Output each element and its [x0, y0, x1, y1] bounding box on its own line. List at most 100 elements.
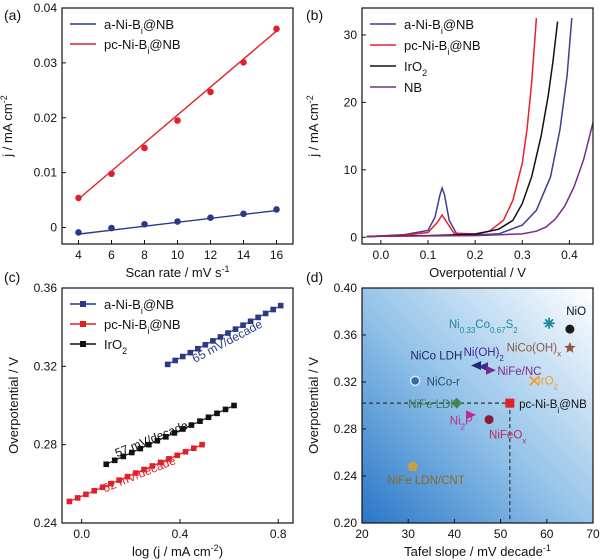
- point-label: Ni(OH)2: [464, 347, 505, 363]
- data-point: [466, 410, 477, 420]
- text-part: IrO: [404, 59, 422, 74]
- plot-frame: [61, 287, 294, 524]
- text-part: 2: [499, 354, 504, 363]
- text-part: Scan rate / mV s: [125, 265, 222, 280]
- data-point: [146, 441, 152, 448]
- text-part: pc-Ni-B: [519, 399, 558, 411]
- panel-c: (c) 0.0 0.4 0.8 0.24 0.28 0.32 0.36 log (j / mA …: [4, 269, 294, 559]
- data-point: [137, 445, 144, 452]
- legend-entry: pc-Ni-Bi@NB: [104, 37, 181, 56]
- text-part: j / mA cm: [306, 103, 321, 157]
- series-line: [366, 122, 593, 238]
- text-part: Co: [475, 319, 490, 331]
- x-tick-label: 50: [494, 527, 508, 541]
- data-point: [543, 317, 555, 329]
- text-part: IrO: [538, 375, 554, 387]
- data-point: [214, 410, 220, 417]
- data-point: [564, 341, 576, 353]
- panel-label: (a): [4, 7, 21, 23]
- text-part: @NB: [143, 17, 174, 32]
- x-tick-label: 12: [204, 248, 218, 262]
- data-point: [190, 445, 197, 452]
- data-point: [240, 322, 246, 329]
- data-point: [247, 318, 254, 325]
- text-part: 0.67: [490, 325, 506, 334]
- plot-frame: [361, 7, 594, 245]
- x-axis-label: Tafel slope / mV decade-1: [404, 543, 551, 559]
- plot-area: [75, 25, 280, 236]
- data-point: [273, 206, 280, 213]
- x-tick-label: 0.4: [561, 248, 578, 262]
- data-point: [180, 426, 186, 432]
- text-part: i: [147, 46, 149, 56]
- text-part: i: [441, 26, 443, 36]
- x-tick-label: 40: [448, 527, 462, 541]
- plot-frame: [61, 7, 294, 245]
- data-point: [141, 466, 147, 473]
- legend-entry: IrO2: [104, 337, 127, 356]
- legend-entry: a-Ni-Bi@NB: [104, 297, 174, 316]
- legend-marker: [80, 341, 86, 347]
- data-point: [270, 306, 276, 313]
- panel-label: (d): [306, 269, 323, 285]
- data-point: [217, 334, 224, 340]
- data-point: [240, 210, 247, 218]
- y-tick-label: 0.40: [334, 281, 358, 295]
- text-part: -2: [305, 95, 315, 103]
- data-point: [149, 463, 156, 469]
- text-part: @NB: [149, 317, 180, 332]
- data-point: [154, 437, 161, 444]
- x-tick-label: 70: [586, 527, 600, 541]
- data-point: [132, 470, 139, 476]
- data-point: [91, 488, 98, 494]
- text-part: i: [557, 405, 559, 414]
- point-label: NiO: [566, 306, 586, 318]
- series-line: [366, 21, 559, 238]
- plot-area: [66, 302, 284, 505]
- y-tick-label: 0.04: [34, 1, 58, 15]
- y-tick-label: 0.02: [34, 111, 58, 125]
- data-point: [111, 457, 118, 464]
- data-point: [83, 491, 89, 498]
- text-part: @NB: [149, 37, 180, 52]
- x-tick-label: 6: [108, 248, 115, 262]
- text-part: Tafel slope / mV decade: [404, 544, 543, 559]
- data-point: [262, 310, 269, 317]
- point-label: NiCo(OH)x: [507, 342, 561, 358]
- y-tick-label: 0.20: [334, 516, 358, 530]
- x-axis-label: log (j / mA cm-2): [132, 543, 223, 559]
- data-point: [202, 341, 209, 348]
- x-axis-label: Overpotential / V: [429, 265, 526, 280]
- y-tick-label: 0.32: [334, 375, 358, 389]
- text-part: -2: [0, 95, 9, 103]
- data-point: [157, 459, 164, 466]
- text-part: pc-Ni-B: [104, 317, 147, 332]
- legend-entry: NB: [404, 80, 422, 95]
- x-tick-label: 0.8: [270, 527, 287, 541]
- data-point: [205, 414, 212, 421]
- plot-area: [362, 317, 576, 523]
- legend-entry: pc-Ni-Bi@NB: [404, 38, 481, 57]
- x-tick-label: 16: [270, 248, 284, 262]
- data-point: [565, 324, 575, 334]
- data-point: [478, 362, 489, 372]
- plot-area: [366, 18, 593, 238]
- text-part: IrO: [104, 337, 122, 352]
- data-point: [195, 345, 201, 352]
- data-point: [529, 375, 540, 386]
- series-line: [366, 18, 538, 238]
- text-part: x: [522, 436, 526, 445]
- x-tick-label: 0.1: [420, 248, 437, 262]
- text-part: i: [147, 326, 149, 336]
- text-part: pc-Ni-B: [404, 38, 447, 53]
- legend-marker: [80, 321, 86, 327]
- data-point: [207, 214, 214, 221]
- data-point: [174, 117, 181, 124]
- y-tick-label: 30: [344, 28, 358, 42]
- x-tick-label: 30: [402, 527, 416, 541]
- text-part: S: [506, 319, 514, 331]
- data-point: [128, 449, 135, 456]
- data-point: [199, 441, 205, 448]
- y-tick-label: 20: [344, 95, 358, 109]
